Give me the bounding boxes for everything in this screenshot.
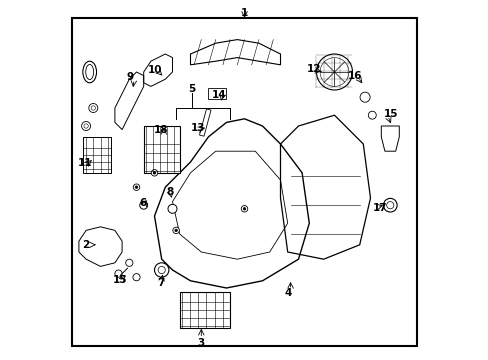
Ellipse shape — [386, 202, 393, 209]
Ellipse shape — [91, 106, 95, 110]
Text: 2: 2 — [82, 240, 89, 250]
Ellipse shape — [175, 229, 177, 232]
Text: 13: 13 — [191, 123, 205, 133]
Text: 17: 17 — [372, 203, 387, 213]
Text: 15: 15 — [384, 109, 398, 120]
Ellipse shape — [151, 170, 158, 176]
Ellipse shape — [154, 263, 168, 277]
Text: 3: 3 — [197, 338, 204, 348]
Text: 12: 12 — [306, 64, 321, 74]
Ellipse shape — [383, 198, 396, 212]
Text: 15: 15 — [113, 275, 127, 285]
Text: 10: 10 — [148, 65, 162, 75]
Ellipse shape — [320, 58, 348, 86]
Ellipse shape — [133, 184, 140, 190]
Ellipse shape — [133, 274, 140, 281]
Text: 5: 5 — [188, 84, 196, 94]
Ellipse shape — [84, 124, 88, 128]
Text: 4: 4 — [284, 288, 291, 298]
Ellipse shape — [241, 206, 247, 212]
Text: 9: 9 — [126, 72, 134, 82]
Ellipse shape — [172, 227, 179, 234]
Ellipse shape — [125, 259, 133, 266]
Text: 6: 6 — [139, 198, 146, 208]
Ellipse shape — [168, 204, 177, 213]
Ellipse shape — [153, 172, 156, 174]
Bar — [143, 126, 179, 173]
Ellipse shape — [316, 54, 352, 90]
Ellipse shape — [243, 208, 245, 210]
Bar — [199, 109, 211, 136]
Ellipse shape — [367, 111, 375, 119]
Ellipse shape — [85, 64, 94, 80]
Ellipse shape — [89, 104, 98, 113]
Ellipse shape — [158, 266, 165, 274]
Text: 16: 16 — [347, 71, 362, 81]
Bar — [179, 292, 230, 328]
Text: 8: 8 — [166, 186, 173, 197]
Ellipse shape — [140, 201, 147, 209]
Text: 11: 11 — [78, 158, 92, 168]
Ellipse shape — [359, 92, 369, 102]
Text: 18: 18 — [153, 125, 168, 135]
Text: 14: 14 — [212, 90, 226, 100]
Ellipse shape — [81, 122, 90, 131]
Text: 7: 7 — [157, 278, 164, 288]
Bar — [208, 88, 226, 99]
Text: 1: 1 — [241, 8, 247, 18]
Ellipse shape — [115, 270, 122, 277]
Ellipse shape — [82, 61, 96, 83]
Ellipse shape — [135, 186, 138, 189]
